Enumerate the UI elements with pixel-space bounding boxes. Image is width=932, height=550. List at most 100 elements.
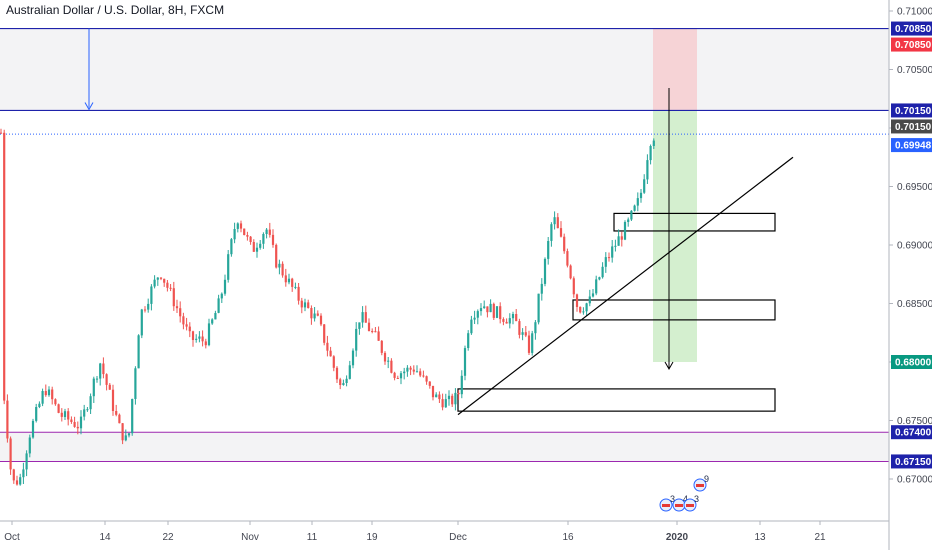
- candle-body: [198, 336, 201, 339]
- candle-body: [406, 367, 409, 372]
- candle-body: [380, 340, 383, 353]
- candle-body: [319, 315, 323, 325]
- demand-box: [613, 212, 776, 232]
- candle-body: [403, 371, 406, 374]
- price-label-text: 0.70850: [895, 40, 932, 51]
- candle-body: [105, 374, 108, 385]
- candle-body: [447, 395, 451, 400]
- candle-body: [361, 312, 364, 323]
- candle-body: [470, 319, 473, 334]
- candle-body: [550, 224, 553, 241]
- price-label-tag: [891, 103, 932, 118]
- candle-body: [585, 303, 588, 312]
- candle-body: [435, 394, 438, 398]
- candle-body: [60, 412, 63, 417]
- candle-body: [169, 287, 172, 289]
- candle-body: [396, 378, 399, 379]
- candle-body: [511, 314, 515, 319]
- candle-body: [188, 326, 191, 332]
- down-arrow-left-head: [84, 102, 94, 111]
- candle-body: [492, 303, 495, 318]
- candle-body: [575, 294, 579, 307]
- candle-body: [252, 242, 255, 252]
- candle-body: [70, 419, 73, 422]
- candle-body: [303, 302, 307, 308]
- candle-body: [393, 372, 396, 378]
- candle-body: [617, 236, 620, 246]
- candle-body: [467, 333, 470, 348]
- candle-body: [143, 309, 147, 311]
- candle-body: [521, 332, 524, 335]
- candle-body: [271, 234, 275, 245]
- candle-body: [99, 363, 102, 379]
- price-tick-label: 0.67500: [897, 416, 932, 427]
- candle-body: [444, 399, 447, 408]
- time-tick-label: 2020: [666, 532, 689, 543]
- candle-body: [44, 391, 47, 396]
- candle-body: [643, 179, 646, 193]
- candle-body: [547, 241, 550, 259]
- price-tick-label: 0.71000: [897, 7, 932, 18]
- candle-body: [364, 312, 367, 323]
- candle-body: [204, 341, 207, 346]
- candle-body: [310, 308, 313, 319]
- candle-body: [185, 324, 188, 327]
- candle-body: [438, 394, 441, 400]
- candle-body: [163, 278, 166, 283]
- candle-body: [441, 399, 444, 408]
- candle-body: [540, 283, 543, 294]
- price-label-text: 0.69948: [895, 141, 932, 152]
- candle-body: [182, 316, 185, 325]
- candle-body: [95, 378, 99, 380]
- candle-body: [118, 414, 121, 424]
- candle-body: [387, 360, 390, 362]
- price-tick-label: 0.69500: [897, 182, 932, 193]
- candle-body: [460, 375, 463, 395]
- candle-body: [422, 375, 425, 377]
- price-label-text: 0.68000: [895, 358, 932, 369]
- candle-body: [454, 392, 457, 405]
- candle-body: [518, 321, 521, 335]
- candle-body: [569, 265, 572, 279]
- candle-body: [284, 275, 287, 283]
- candle-body: [236, 223, 239, 229]
- candle-body: [505, 321, 508, 324]
- candle-body: [313, 313, 316, 319]
- candle-body: [486, 306, 489, 313]
- candle-body: [515, 314, 518, 322]
- candle-body: [255, 247, 259, 252]
- candle-body: [140, 309, 143, 336]
- candle-body: [636, 198, 639, 206]
- candle-body: [47, 389, 51, 396]
- candle-body: [3, 132, 6, 401]
- candle-body: [51, 389, 54, 400]
- event-marker-count: 3: [670, 494, 675, 504]
- candle-body: [63, 411, 67, 417]
- candle-body: [211, 319, 214, 324]
- candle-body: [156, 277, 159, 280]
- candle-body: [41, 391, 44, 404]
- candle-body: [220, 293, 223, 299]
- candle-body: [595, 279, 598, 294]
- candle-body: [620, 236, 623, 240]
- candle-body: [28, 437, 31, 454]
- candle-body: [76, 426, 79, 429]
- candle-body: [495, 306, 499, 318]
- candle-body: [537, 293, 540, 323]
- candle-body: [339, 379, 342, 385]
- candle-body: [633, 205, 636, 211]
- candle-body: [582, 311, 585, 313]
- target-arrow-head: [664, 361, 674, 371]
- candle-body: [371, 331, 374, 332]
- candle-body: [249, 236, 252, 242]
- candle-body: [329, 350, 332, 357]
- candle-body: [591, 293, 595, 297]
- candle-body: [195, 338, 198, 340]
- price-label-text: 0.70850: [895, 24, 932, 35]
- price-label-tag: [891, 355, 932, 369]
- candle-body: [15, 480, 19, 485]
- candle-body: [316, 313, 319, 316]
- price-label-tag: [891, 425, 932, 440]
- trendline: [457, 156, 794, 416]
